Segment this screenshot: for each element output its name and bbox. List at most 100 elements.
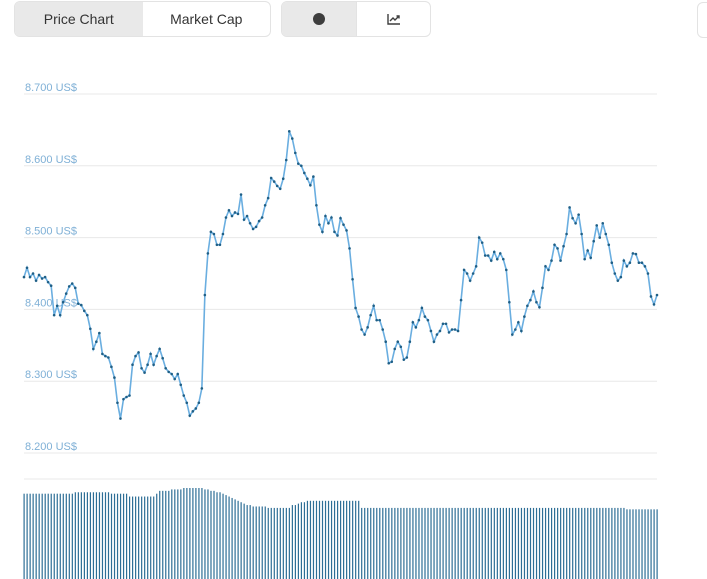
price-point bbox=[378, 318, 381, 322]
price-point bbox=[197, 401, 201, 405]
price-point bbox=[67, 285, 71, 288]
price-point bbox=[79, 303, 83, 307]
price-point bbox=[339, 216, 342, 220]
volume-bar bbox=[189, 488, 191, 579]
price-point bbox=[260, 216, 264, 219]
volume-bar bbox=[544, 507, 547, 579]
tab-market-cap[interactable]: Market Cap bbox=[170, 11, 243, 27]
price-point bbox=[318, 223, 321, 226]
volume-bar bbox=[620, 507, 622, 579]
volume-bar bbox=[532, 507, 535, 579]
volume-bar bbox=[195, 488, 197, 579]
volume-bar bbox=[44, 493, 46, 579]
volume-bar bbox=[150, 496, 152, 579]
volume-bar bbox=[309, 500, 312, 579]
price-point bbox=[330, 216, 333, 219]
price-point bbox=[580, 232, 583, 236]
volume-bar bbox=[303, 502, 306, 579]
price-point bbox=[191, 410, 195, 413]
price-point bbox=[646, 272, 650, 275]
price-point bbox=[357, 315, 360, 318]
volume-bar bbox=[623, 507, 625, 579]
volume-bar bbox=[653, 509, 655, 579]
price-point bbox=[224, 216, 228, 219]
volume-bar bbox=[98, 492, 101, 579]
price-point bbox=[423, 315, 427, 318]
volume-bar bbox=[397, 507, 399, 579]
volume-bar bbox=[165, 490, 167, 579]
volume-bar bbox=[258, 506, 260, 579]
volume-bar bbox=[367, 507, 369, 579]
volume-bar bbox=[53, 493, 55, 579]
price-point bbox=[610, 261, 614, 265]
price-point bbox=[203, 293, 207, 297]
volume-bar bbox=[394, 507, 396, 579]
price-point bbox=[511, 333, 514, 336]
price-point bbox=[595, 224, 599, 227]
price-point bbox=[432, 340, 436, 344]
volume-bar bbox=[80, 492, 82, 579]
volume-bar bbox=[587, 507, 589, 579]
volume-bar bbox=[424, 507, 426, 579]
volume-bar bbox=[388, 507, 390, 579]
volume-bar bbox=[569, 507, 571, 579]
price-point bbox=[483, 254, 487, 257]
price-point bbox=[92, 347, 95, 351]
price-point bbox=[257, 219, 261, 223]
price-point bbox=[315, 203, 318, 207]
price-point bbox=[170, 372, 173, 376]
options-button[interactable] bbox=[697, 2, 707, 38]
price-point bbox=[82, 309, 86, 313]
price-point bbox=[43, 275, 47, 279]
line-style-button[interactable] bbox=[356, 2, 430, 36]
price-point bbox=[251, 227, 255, 231]
volume-bar bbox=[481, 507, 483, 579]
price-point bbox=[399, 345, 403, 349]
dot-style-button[interactable] bbox=[282, 2, 356, 36]
price-point bbox=[107, 356, 110, 359]
price-point bbox=[303, 171, 306, 175]
volume-bar bbox=[466, 507, 468, 579]
price-point bbox=[607, 243, 611, 247]
volume-bar bbox=[162, 490, 164, 579]
volume-bar bbox=[650, 509, 652, 579]
price-point bbox=[212, 232, 216, 236]
price-point bbox=[571, 216, 574, 220]
volume-bar bbox=[327, 500, 330, 579]
volume-bar bbox=[382, 507, 384, 579]
volume-bar bbox=[626, 509, 628, 579]
price-point bbox=[372, 304, 375, 308]
price-point bbox=[559, 259, 562, 262]
volume-bar bbox=[59, 493, 61, 579]
price-point bbox=[577, 213, 580, 216]
volume-bar bbox=[74, 492, 76, 579]
price-point bbox=[556, 247, 559, 250]
tab-price-chart[interactable]: Price Chart bbox=[15, 2, 143, 36]
volume-bar bbox=[138, 496, 140, 579]
volume-bar bbox=[439, 507, 441, 579]
price-point bbox=[640, 261, 644, 265]
price-point bbox=[254, 225, 258, 229]
volume-bar bbox=[370, 507, 372, 579]
price-point bbox=[489, 259, 493, 262]
price-point bbox=[221, 232, 225, 236]
volume-bar bbox=[484, 507, 486, 579]
volume-bars bbox=[23, 488, 658, 579]
price-point bbox=[31, 272, 35, 275]
price-point bbox=[188, 414, 192, 417]
y-tick-label: 8.500 US$ bbox=[25, 226, 77, 238]
volume-bar bbox=[110, 493, 113, 579]
volume-bar bbox=[273, 507, 275, 579]
price-point bbox=[122, 397, 125, 401]
price-point bbox=[453, 328, 457, 331]
volume-bar bbox=[409, 507, 411, 579]
y-tick-label: 8.600 US$ bbox=[25, 154, 77, 166]
volume-bar bbox=[276, 507, 278, 579]
volume-bar bbox=[638, 509, 640, 579]
volume-bar bbox=[656, 509, 658, 579]
volume-bar bbox=[557, 507, 559, 579]
price-point bbox=[37, 273, 41, 277]
volume-bar bbox=[68, 493, 70, 579]
volume-bar bbox=[267, 507, 269, 579]
volume-bar bbox=[174, 489, 176, 579]
